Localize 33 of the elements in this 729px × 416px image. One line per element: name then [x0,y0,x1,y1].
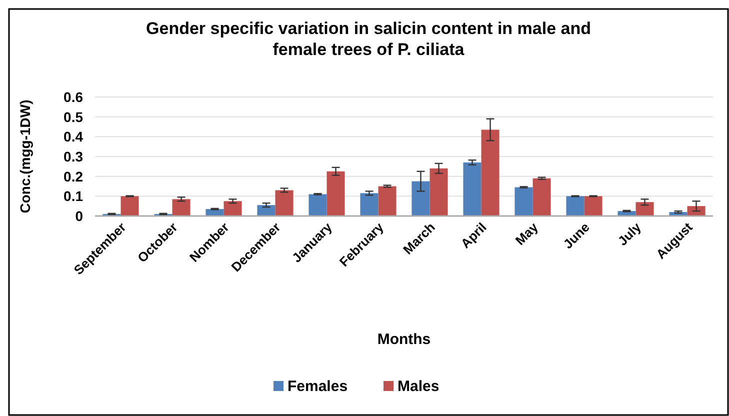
bar [308,194,327,216]
bar [326,171,345,216]
y-tick-label: 0.2 [64,168,84,184]
chart-title: Gender specific variation in salicin content in male and female trees of P. ciliata [146,19,591,59]
x-tick-label: May [512,218,542,248]
bar [172,199,190,216]
bar [463,162,482,216]
bar [275,190,294,216]
legend-label: Females [288,378,348,395]
legend-label: Males [398,378,440,395]
bar [257,205,276,216]
bar [636,202,654,216]
bar [360,193,378,216]
bar [566,196,584,216]
bar [481,130,500,216]
y-tick-label: 0.1 [64,188,84,204]
bar [206,209,224,216]
bar [378,186,396,216]
bar [532,178,551,216]
bar [687,206,706,216]
y-tick-label: 0.6 [64,89,84,105]
x-axis-title: Months [377,331,431,348]
bar [120,196,139,216]
y-tick-label: 0.5 [64,108,84,125]
bar [430,168,448,216]
bar [412,181,430,216]
bar [584,196,602,216]
bar [514,187,533,216]
y-tick-label: 0.3 [64,148,84,164]
bar [224,201,242,216]
y-axis-title: Conc.(mgg-1DW) [17,100,33,214]
y-tick-label: 0 [75,208,84,224]
y-tick-label: 0.4 [64,128,84,145]
